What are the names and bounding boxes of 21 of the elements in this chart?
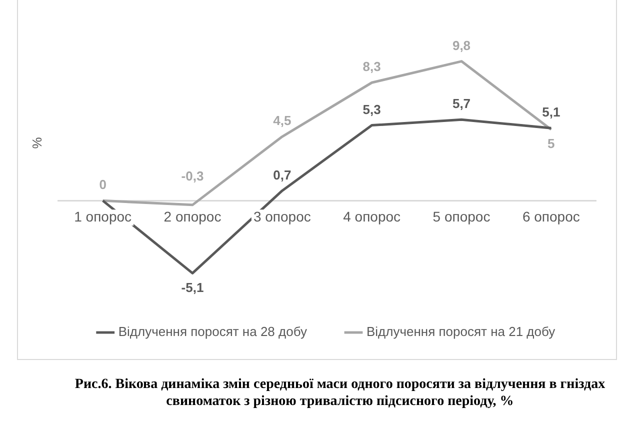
- data-label: 9,8: [452, 38, 471, 53]
- data-label: 5: [548, 136, 555, 152]
- x-tick-label: 5 опорос: [432, 208, 490, 225]
- data-label: -5,1: [181, 280, 204, 295]
- text: Рис.6. Вікова динаміка змін середньої маси одного поросяти за відлучення в гніздах свиноматок з різною тривалістю підсисного періоду, %: [74, 376, 606, 410]
- x-tick-label: 6 опорос: [522, 208, 580, 225]
- x-tick-label: 3 опорос: [253, 208, 311, 225]
- data-label: 5,3: [362, 102, 381, 117]
- x-tick-label: 4 опорос: [343, 208, 401, 225]
- data-label: -0,3: [181, 168, 204, 184]
- legend-label: Відлучення поросят на 21 добу: [366, 324, 556, 340]
- x-tick-label: 2 опорос: [164, 208, 222, 225]
- legend-label: Відлучення поросят на 28 добу: [118, 324, 308, 340]
- data-label: 5,1: [542, 104, 560, 120]
- data-label: 4,5: [273, 113, 292, 128]
- y-axis-title: %: [30, 136, 45, 149]
- x-tick-label: 1 опорос: [74, 208, 132, 225]
- data-label: 0,7: [273, 167, 292, 182]
- data-label: 5,7: [452, 96, 471, 112]
- data-label: 8,3: [362, 59, 381, 74]
- data-label: 0: [99, 177, 106, 192]
